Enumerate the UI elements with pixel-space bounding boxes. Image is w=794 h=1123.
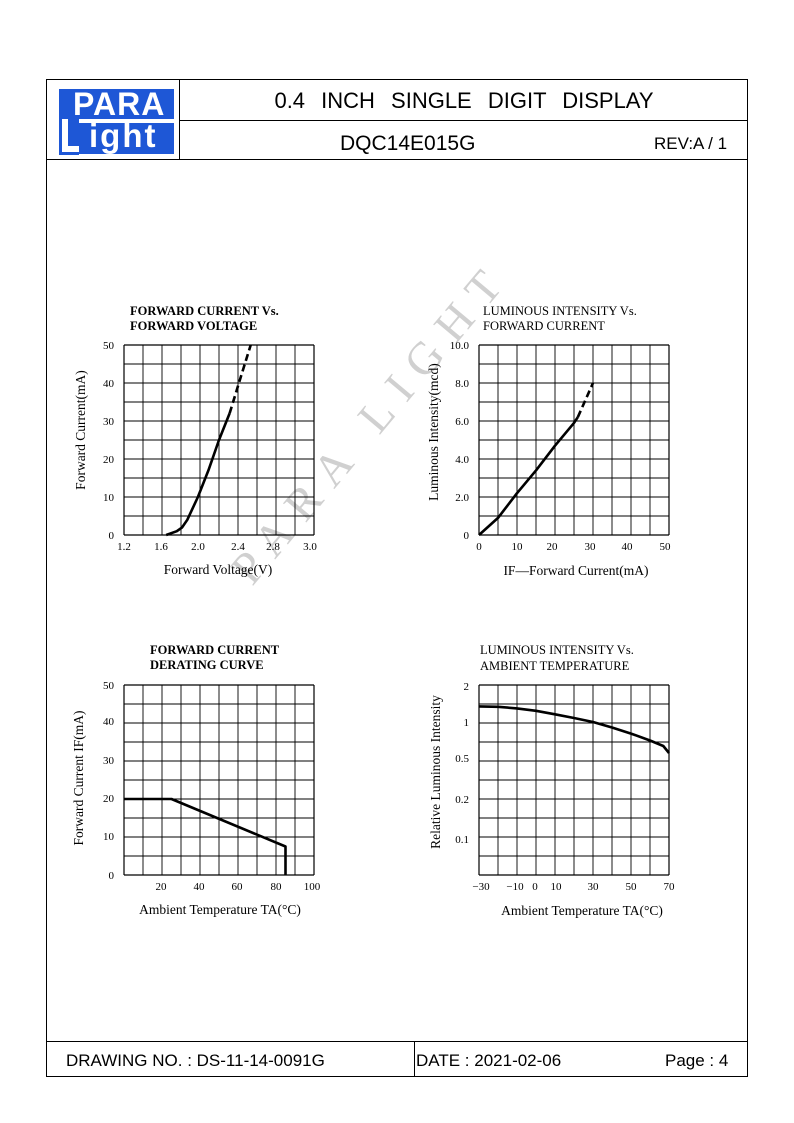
- header-divider-middle: [179, 120, 748, 121]
- x-tick-label: 50: [626, 881, 638, 893]
- y-tick-label: 1: [464, 717, 470, 729]
- x-tick-label: 10: [551, 881, 563, 893]
- y-tick-label: 50: [103, 340, 115, 352]
- chart-title-line: LUMINOUS INTENSITY Vs.: [483, 304, 637, 318]
- drawing-number: DRAWING NO. : DS-11-14-0091G: [66, 1051, 325, 1070]
- x-axis-label: IF—Forward Current(mA): [503, 563, 648, 578]
- footer-divider: [46, 1041, 748, 1042]
- part-number: DQC14E015G: [340, 132, 476, 155]
- logo-l-shape: [59, 119, 79, 155]
- y-axis-label: Relative Luminous Intensity: [428, 695, 443, 849]
- series-line-dashed: [228, 344, 252, 414]
- y-tick-label: 50: [103, 680, 115, 692]
- x-axis-label: Ambient Temperature TA(°C): [501, 903, 663, 918]
- x-tick-label: 30: [585, 541, 597, 553]
- series-line: [165, 412, 231, 537]
- y-tick-label: 0: [109, 870, 115, 882]
- x-tick-label: 50: [660, 541, 672, 553]
- y-tick-label: 2.0: [455, 492, 469, 504]
- y-tick-label: 30: [103, 416, 115, 428]
- x-tick-label: 1.6: [154, 541, 168, 553]
- y-tick-label: 2: [464, 681, 470, 693]
- y-tick-label: 40: [103, 378, 115, 390]
- x-tick-label: −30: [472, 881, 490, 893]
- x-tick-label: 20: [156, 881, 168, 893]
- x-tick-label: 3.0: [303, 541, 317, 553]
- x-tick-label: 2.0: [191, 541, 205, 553]
- chart-title-line: LUMINOUS INTENSITY Vs.: [480, 643, 634, 657]
- y-tick-label: 8.0: [455, 378, 469, 390]
- y-tick-label: 10.0: [450, 340, 470, 352]
- x-tick-label: 2.8: [266, 541, 280, 553]
- y-axis-label: Forward Current IF(mA): [71, 711, 86, 846]
- logo-text-top: PARA: [73, 86, 166, 122]
- y-tick-label: 6.0: [455, 416, 469, 428]
- x-tick-label: 40: [622, 541, 634, 553]
- y-tick-label: 4.0: [455, 454, 469, 466]
- y-axis-label: Luminous Intensity(mcd): [426, 363, 441, 501]
- x-tick-label: 70: [664, 881, 676, 893]
- y-tick-label: 10: [103, 831, 115, 843]
- x-tick-label: 30: [588, 881, 600, 893]
- x-tick-label: 1.2: [117, 541, 131, 553]
- x-axis-label: Forward Voltage(V): [164, 562, 273, 577]
- chart-title-line: FORWARD VOLTAGE: [130, 319, 257, 333]
- document-title: 0.4 INCH SINGLE DIGIT DISPLAY: [274, 88, 654, 113]
- y-tick-label: 20: [103, 454, 115, 466]
- x-tick-label: 0: [532, 881, 538, 893]
- x-tick-label: 10: [512, 541, 524, 553]
- y-tick-label: 30: [103, 755, 115, 767]
- x-tick-label: 0: [476, 541, 482, 553]
- x-tick-label: 60: [232, 881, 244, 893]
- chart-title-line: AMBIENT TEMPERATURE: [480, 659, 630, 673]
- series-line: [124, 797, 287, 875]
- chart-title-line: FORWARD CURRENT: [483, 319, 605, 333]
- header-divider-bottom: [46, 159, 748, 160]
- para-light-logo: PARA ight: [59, 86, 174, 155]
- x-tick-label: −10: [506, 881, 524, 893]
- chart-title-line: DERATING CURVE: [150, 658, 264, 672]
- y-tick-label: 0: [109, 530, 115, 542]
- y-tick-label: 40: [103, 716, 115, 728]
- x-tick-label: 80: [271, 881, 283, 893]
- header-divider-vertical: [179, 79, 180, 159]
- y-tick-label: 0.1: [455, 834, 469, 846]
- page-number: Page : 4: [665, 1051, 729, 1070]
- x-tick-label: 2.4: [231, 541, 245, 553]
- footer-divider-vertical: [414, 1041, 415, 1077]
- y-tick-label: 20: [103, 793, 115, 805]
- document-date: DATE : 2021-02-06: [416, 1051, 562, 1070]
- chart-title-line: FORWARD CURRENT: [150, 643, 280, 657]
- x-axis-label: Ambient Temperature TA(°C): [139, 902, 301, 917]
- page-frame: [46, 79, 748, 1077]
- x-tick-label: 20: [547, 541, 559, 553]
- y-axis-label: Forward Current(mA): [73, 370, 88, 490]
- chart-title-line: FORWARD CURRENT Vs.: [130, 304, 279, 318]
- series-line: [478, 416, 579, 536]
- y-tick-label: 0: [464, 530, 470, 542]
- logo-text-bottom: ight: [89, 117, 158, 154]
- y-tick-label: 0.2: [455, 794, 469, 806]
- revision: REV:A / 1: [654, 134, 728, 153]
- y-tick-label: 0.5: [455, 753, 469, 765]
- series-line-dashed: [576, 382, 595, 418]
- y-tick-label: 10: [103, 492, 115, 504]
- x-tick-label: 100: [304, 881, 321, 893]
- x-tick-label: 40: [194, 881, 206, 893]
- series-line: [478, 705, 671, 754]
